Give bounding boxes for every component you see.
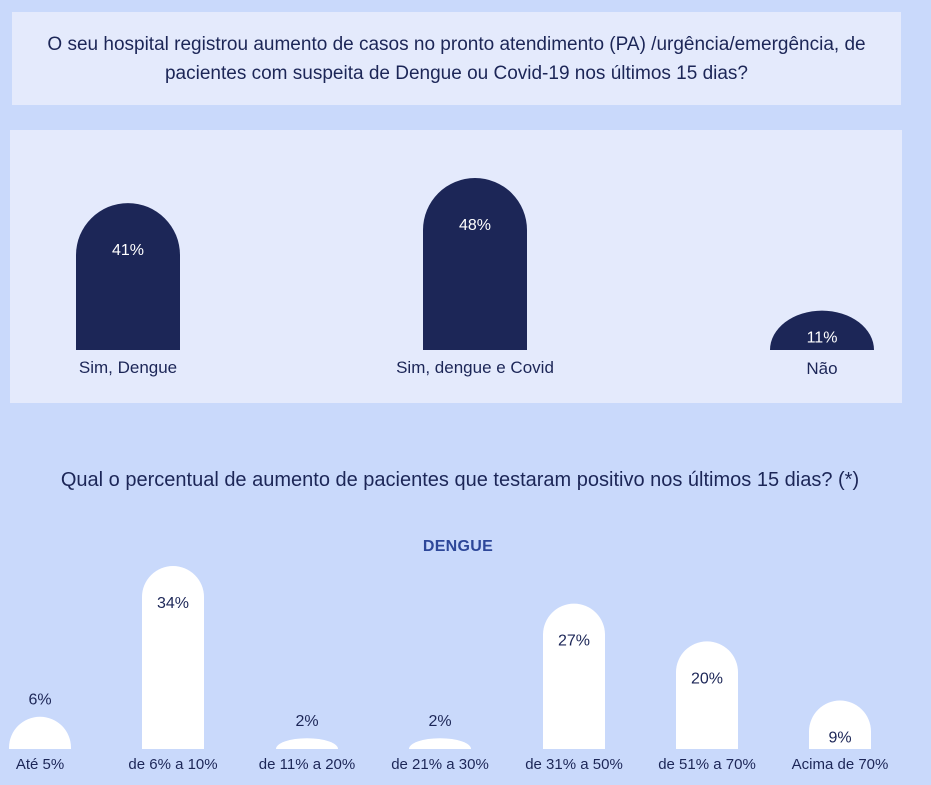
chart-2-value-label: 6% [28,692,51,709]
chart-1-value-label: 41% [112,242,144,259]
chart-2-bar [409,738,471,749]
chart-1-bar [76,203,180,350]
chart-1-category-label: Não [806,359,837,378]
chart-2-category-label: de 21% a 30% [391,756,489,773]
question-1-title: O seu hospital registrou aumento de caso… [47,33,866,84]
chart-2-bar [276,738,338,749]
chart-1-value-label: 11% [807,330,838,347]
chart-1-category-label: Sim, dengue e Covid [396,358,554,377]
chart-2-bar [142,566,204,749]
chart-2-bar [809,700,871,749]
chart-1-bar [770,310,874,350]
chart-1-panel: 41% Sim, Dengue 48% Sim, dengue e Covid 11% N… [10,130,902,403]
chart-1-svg: 41% Sim, Dengue 48% Sim, dengue e Covid 11% N… [76,178,874,378]
chart-2-value-label: 2% [428,713,451,730]
chart-2-value-label: 2% [295,713,318,730]
chart-2-category-label: Acima de 70% [792,756,889,773]
chart-2-category-label: de 51% a 70% [658,756,756,773]
chart-1-value-label: 48% [459,217,491,234]
chart-2-bar [543,603,605,749]
chart-2-value-label: 34% [157,595,189,612]
chart-2-category-label: de 6% a 10% [128,756,217,773]
chart-2-category-label: Até 5% [16,756,64,773]
question-1-box: O seu hospital registrou aumento de caso… [12,12,901,105]
question-2-title: Qual o percentual de aumento de paciente… [60,469,860,491]
chart-2-bar [676,641,738,749]
chart-2-value-label: 20% [691,670,723,687]
chart-1-category-label: Sim, Dengue [79,358,177,377]
chart-2-category-label: de 31% a 50% [525,756,623,773]
chart-2-bar [9,716,71,749]
chart-2-category-label: de 11% a 20% [259,756,355,773]
chart-1-bar [423,178,527,350]
chart-2-value-label: 27% [558,633,590,650]
chart-2-value-label: 9% [828,730,851,747]
series-label-dengue: DENGUE [422,538,494,555]
